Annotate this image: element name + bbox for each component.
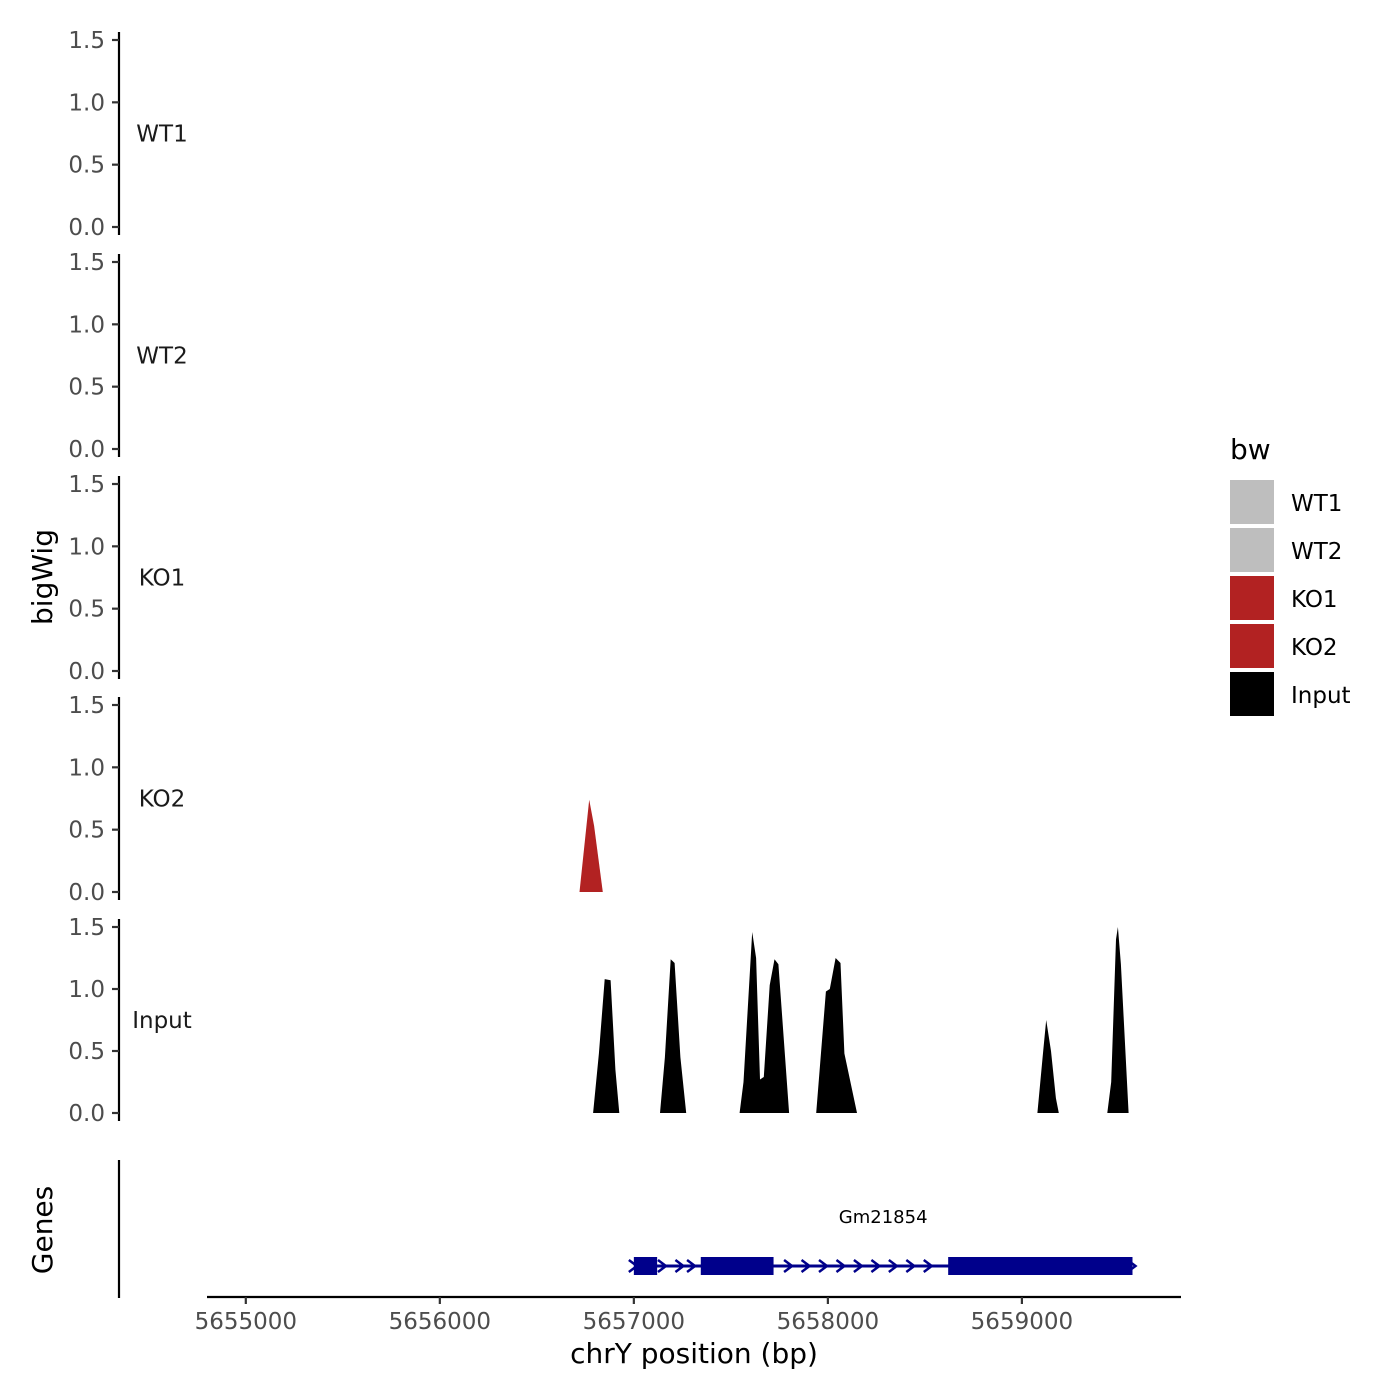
y-tick-label: 0.5 [68,1039,105,1065]
strand-arrow [923,1259,934,1273]
strand-arrow [800,1259,812,1273]
legend-label: Input [1291,683,1351,709]
y-tick-label: 1.0 [68,90,105,116]
y-tick-label: 1.5 [68,250,105,276]
y-tick-label: 0.5 [68,818,105,844]
gene-exon [633,1257,658,1275]
track-ko1: 0.0 0.5 1.0 1.5 KO1 [68,472,185,685]
genes-track: Gm21854 [117,1160,1138,1298]
track-input: 0.0 0.5 1.0 1.5 Input [68,915,1129,1127]
track-ko2: 0.0 0.5 1.0 1.5 KO2 [68,693,603,906]
gene-label: Gm21854 [839,1207,928,1228]
track-wt1: 0.0 0.5 1.0 1.5 WT1 [68,28,187,241]
legend-swatch [1230,528,1274,572]
signal-peak [593,979,620,1113]
legend-item-ko2: KO2 [1230,624,1338,668]
strand-arrow [818,1259,830,1273]
strand-arrow [853,1259,865,1273]
y-tick-label: 1.5 [68,915,105,941]
strand-arrow [905,1259,917,1273]
legend-item-wt2: WT2 [1230,528,1342,572]
signal-peak [1107,927,1129,1113]
y-tick-label: 0.0 [68,1101,105,1127]
y-tick-label: 1.0 [68,534,105,560]
y-tick-label: 1.0 [68,977,105,1003]
y-tick-label: 0.5 [68,597,105,623]
y-tick-label: 0.0 [68,659,105,685]
legend-label: KO1 [1291,587,1338,613]
gene-model: Gm21854 [628,1207,1138,1275]
y-tick-label: 1.5 [68,693,105,719]
signal-peak [1037,1020,1059,1113]
x-axis-title: chrY position (bp) [570,1337,818,1370]
y-tick-label: 0.0 [68,880,105,906]
gene-exon [948,1257,1133,1275]
track-label: WT2 [136,344,187,370]
legend: bw WT1 WT2 KO1 KO2 Input [1230,433,1351,716]
strand-arrow [870,1259,882,1273]
legend-item-ko1: KO1 [1230,576,1338,620]
strand-arrow [835,1259,847,1273]
legend-label: WT2 [1291,539,1342,565]
bigwig-tracks: 0.0 0.5 1.0 1.5 WT1 0.0 0.5 1.0 1.5 WT2 0.0 0.5 1.0 1… [68,28,1129,1127]
x-tick-label: 5659000 [971,1309,1073,1335]
legend-swatch [1230,576,1274,620]
y-tick-label: 0.0 [68,215,105,241]
y-tick-label: 0.5 [68,375,105,401]
x-tick-label: 5655000 [195,1309,297,1335]
track-label: WT1 [136,122,187,148]
signal-peak [816,958,857,1113]
y-tick-label: 0.5 [68,153,105,179]
strand-arrow [674,1259,686,1273]
x-tick-label: 5656000 [389,1309,491,1335]
x-axis: 5655000 5656000 5657000 5658000 5659000 [195,1295,1181,1335]
track-wt2: 0.0 0.5 1.0 1.5 WT2 [68,250,187,463]
y-axis-title: bigWig [26,529,59,625]
track-label: Input [132,1008,192,1034]
y-tick-label: 1.5 [68,28,105,54]
legend-swatch [1230,672,1274,716]
signal-peak [660,959,687,1113]
track-label: KO2 [139,787,186,813]
x-tick-label: 5657000 [583,1309,685,1335]
y-tick-label: 1.0 [68,312,105,338]
legend-swatch [1230,480,1274,524]
y-tick-label: 0.0 [68,437,105,463]
strand-arrow [657,1259,669,1273]
signal-peak [579,799,603,892]
track-label: KO1 [139,566,186,592]
y-tick-label: 1.5 [68,472,105,498]
legend-item-input: Input [1230,672,1351,716]
strand-arrow [783,1259,795,1273]
legend-title: bw [1230,433,1271,466]
genes-axis-title: Genes [26,1186,59,1274]
strand-arrow [686,1259,698,1273]
strand-arrow [888,1259,899,1273]
legend-label: WT1 [1291,491,1342,517]
y-tick-label: 1.0 [68,755,105,781]
gene-exon [700,1257,774,1275]
legend-item-wt1: WT1 [1230,480,1342,524]
signal-peak [739,932,790,1113]
legend-swatch [1230,624,1274,668]
x-tick-label: 5658000 [777,1309,879,1335]
legend-label: KO2 [1291,635,1338,661]
